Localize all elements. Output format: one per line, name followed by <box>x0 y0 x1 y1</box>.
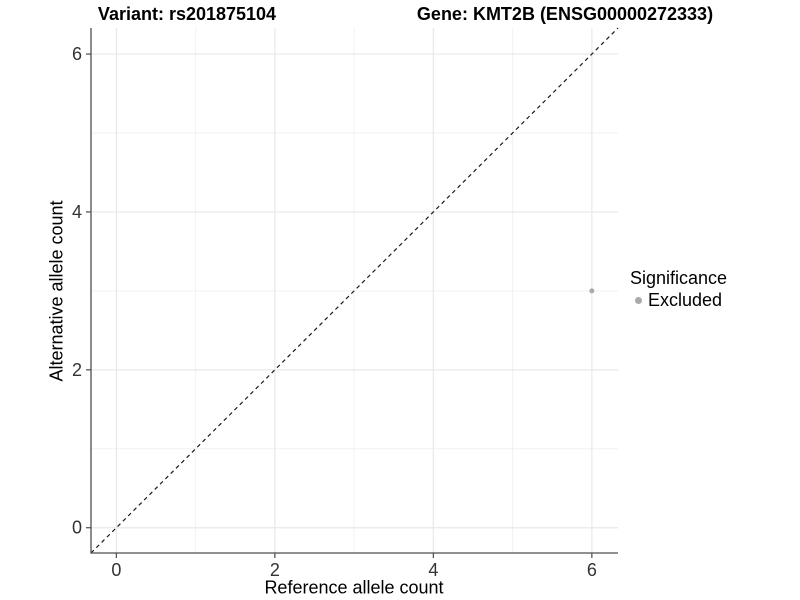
x-tick-label: 4 <box>428 560 438 580</box>
x-axis-title: Reference allele count <box>264 577 444 598</box>
x-tick-label: 6 <box>587 560 597 580</box>
y-tick-label: 2 <box>72 360 82 380</box>
x-tick-label: 0 <box>111 560 121 580</box>
identity-line <box>90 27 619 554</box>
y-axis-title: Alternative allele count <box>46 200 67 382</box>
excluded-point-icon <box>635 297 642 304</box>
legend-title: Significance <box>630 268 728 288</box>
y-tick-label: 6 <box>72 44 82 64</box>
legend-item-label: Excluded <box>648 290 723 310</box>
data-point <box>589 288 595 294</box>
legend-item-excluded: Excluded <box>630 290 727 311</box>
plot-title-variant: Variant: rs201875104 <box>97 4 277 24</box>
y-tick-label: 0 <box>72 518 82 538</box>
plot-title-gene: Gene: KMT2B (ENSG00000272333) <box>416 4 714 24</box>
y-tick-label: 4 <box>72 202 82 222</box>
x-tick-label: 2 <box>270 560 280 580</box>
legend: Significance Excluded <box>630 268 727 311</box>
